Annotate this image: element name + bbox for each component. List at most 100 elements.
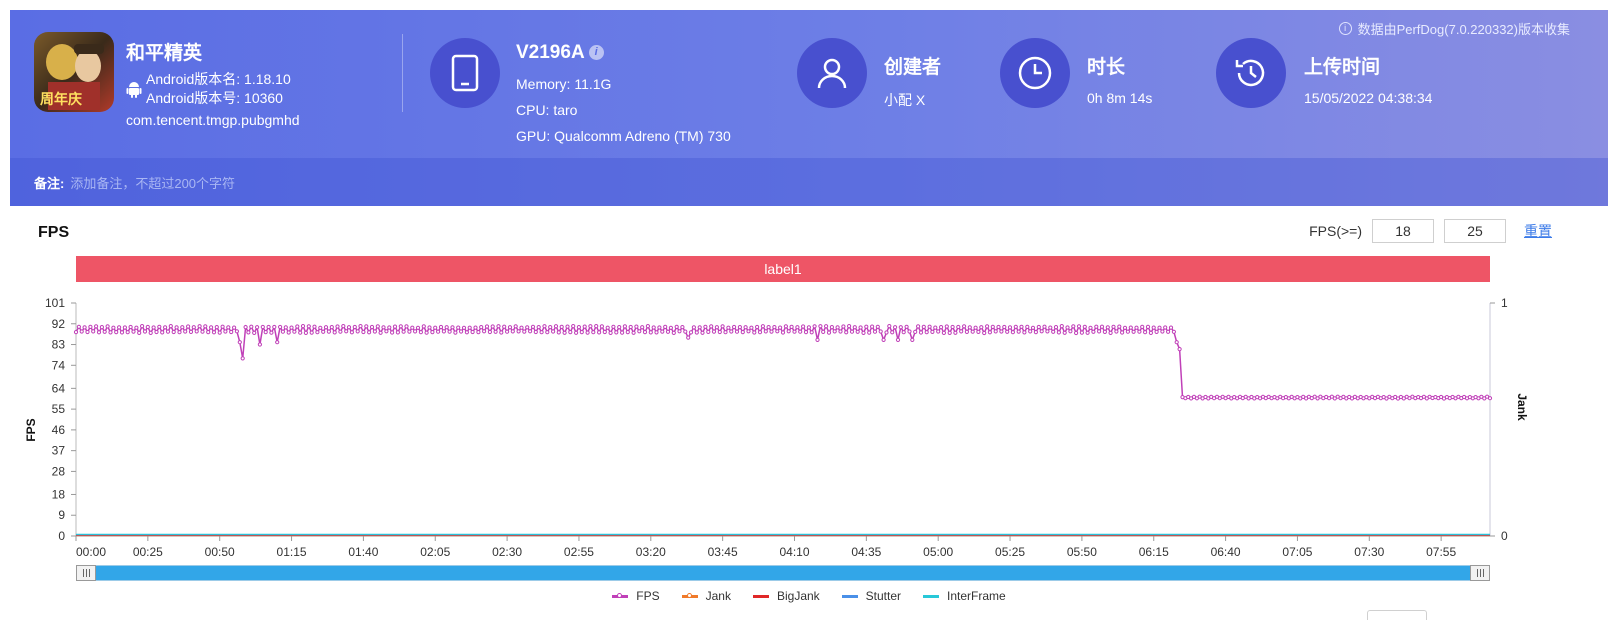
fps-point: [1007, 325, 1013, 330]
x-tick-label: 02:05: [420, 545, 450, 559]
fps-point: [1099, 324, 1105, 329]
fps-point: [309, 330, 314, 335]
fps-point: [884, 330, 889, 335]
fps-point: [959, 329, 964, 334]
fps-point: [574, 330, 579, 335]
y-tick-label: 101: [45, 296, 65, 310]
fps-threshold-2[interactable]: [1444, 219, 1506, 243]
fps-point: [878, 329, 883, 334]
fps-point: [197, 324, 202, 329]
fps-point: [372, 329, 377, 334]
fps-point: [930, 329, 935, 335]
info-icon[interactable]: i: [588, 45, 604, 61]
fps-point: [461, 325, 467, 330]
note-input[interactable]: 添加备注，不超过200个字符: [70, 175, 236, 191]
slider-handle-left[interactable]: [76, 565, 96, 581]
chart-legend: FPS Jank BigJank Stutter InterFrame: [0, 589, 1618, 603]
fps-point: [729, 329, 734, 334]
fps-point: [1039, 329, 1044, 334]
fps-point: [1125, 329, 1131, 334]
reset-link[interactable]: 重置: [1524, 223, 1552, 239]
fps-filter-label: FPS(>=): [1309, 223, 1362, 239]
fps-point: [887, 324, 892, 329]
fps-point: [792, 329, 797, 334]
fps-point: [711, 329, 717, 334]
fps-point: [433, 325, 438, 330]
fps-point: [507, 325, 513, 330]
fps-point: [1002, 324, 1007, 330]
note-bar[interactable]: 备注: 添加备注，不超过200个字符: [10, 158, 1608, 206]
fps-point: [209, 325, 214, 330]
legend-item-stutter[interactable]: Stutter: [841, 589, 901, 603]
fps-point: [749, 325, 754, 330]
fps-point: [349, 330, 354, 335]
legend-item-interframe[interactable]: InterFrame: [923, 589, 1006, 603]
fps-point: [278, 324, 283, 330]
fps-point: [775, 329, 780, 334]
fps-point: [933, 325, 938, 330]
fps-point: [418, 330, 423, 335]
legend-item-bigjank[interactable]: BigJank: [752, 589, 820, 603]
fps-point: [79, 329, 84, 334]
fps-threshold-1[interactable]: [1372, 219, 1434, 243]
fps-point: [985, 324, 990, 329]
label-bar[interactable]: label1: [76, 256, 1490, 282]
x-tick-label: 00:25: [133, 545, 163, 559]
fps-point: [1094, 324, 1099, 329]
fps-point: [82, 325, 87, 330]
fps-point: [634, 324, 639, 329]
fps-point: [545, 330, 550, 335]
y2-tick-label: 0: [1501, 529, 1508, 543]
fps-point: [292, 329, 297, 334]
fps-point: [407, 329, 412, 334]
device-gpu: GPU: Qualcomm Adreno (TM) 730: [516, 128, 731, 144]
android-icon: [126, 82, 142, 98]
x-tick-label: 03:45: [708, 545, 738, 559]
slider-handle-right[interactable]: [1470, 565, 1490, 581]
legend-label: FPS: [636, 589, 660, 603]
fps-point: [516, 329, 521, 334]
fps-point: [99, 325, 105, 330]
divider: [402, 34, 403, 112]
svg-text:周年庆: 周年庆: [40, 91, 82, 108]
legend-swatch: [752, 594, 769, 598]
fps-point: [1076, 324, 1082, 329]
fps-point: [257, 342, 262, 347]
fps-point: [870, 324, 875, 329]
fps-point: [1013, 324, 1018, 329]
fps-point: [680, 325, 685, 330]
legend-item-jank[interactable]: Jank: [681, 589, 731, 603]
fps-point: [852, 325, 857, 330]
fps-point: [714, 325, 720, 330]
fps-point: [999, 329, 1004, 334]
fps-point: [444, 325, 449, 330]
fps-point: [1128, 325, 1133, 330]
report-header: 周年庆 和平精英 Android版本名: 1.18.10 Android版本号:…: [10, 10, 1608, 206]
note-label: 备注:: [34, 175, 65, 191]
fps-point: [1030, 325, 1036, 330]
fps-point: [565, 324, 570, 329]
fps-point: [1059, 324, 1064, 329]
fps-point: [1065, 325, 1070, 330]
fps-point: [1163, 325, 1168, 330]
fps-point: [280, 329, 285, 334]
fps-point: [525, 325, 530, 330]
android-version-name: Android版本名: 1.18.10: [146, 71, 291, 87]
fps-point: [119, 330, 125, 335]
time-range-slider[interactable]: [76, 565, 1490, 581]
android-version-code: Android版本号: 10360: [146, 90, 283, 106]
legend-swatch: [923, 594, 940, 598]
fps-point: [286, 330, 291, 335]
fps-point: [665, 329, 671, 334]
fps-point: [415, 325, 421, 330]
legend-item-fps[interactable]: FPS: [612, 589, 660, 603]
fps-point: [893, 325, 898, 330]
fps-point: [663, 324, 668, 330]
fps-point: [272, 324, 277, 330]
fps-point: [191, 325, 196, 330]
fps-point: [962, 324, 967, 329]
fps-point: [605, 325, 610, 330]
fps-point: [709, 324, 714, 329]
fps-point: [315, 330, 320, 335]
